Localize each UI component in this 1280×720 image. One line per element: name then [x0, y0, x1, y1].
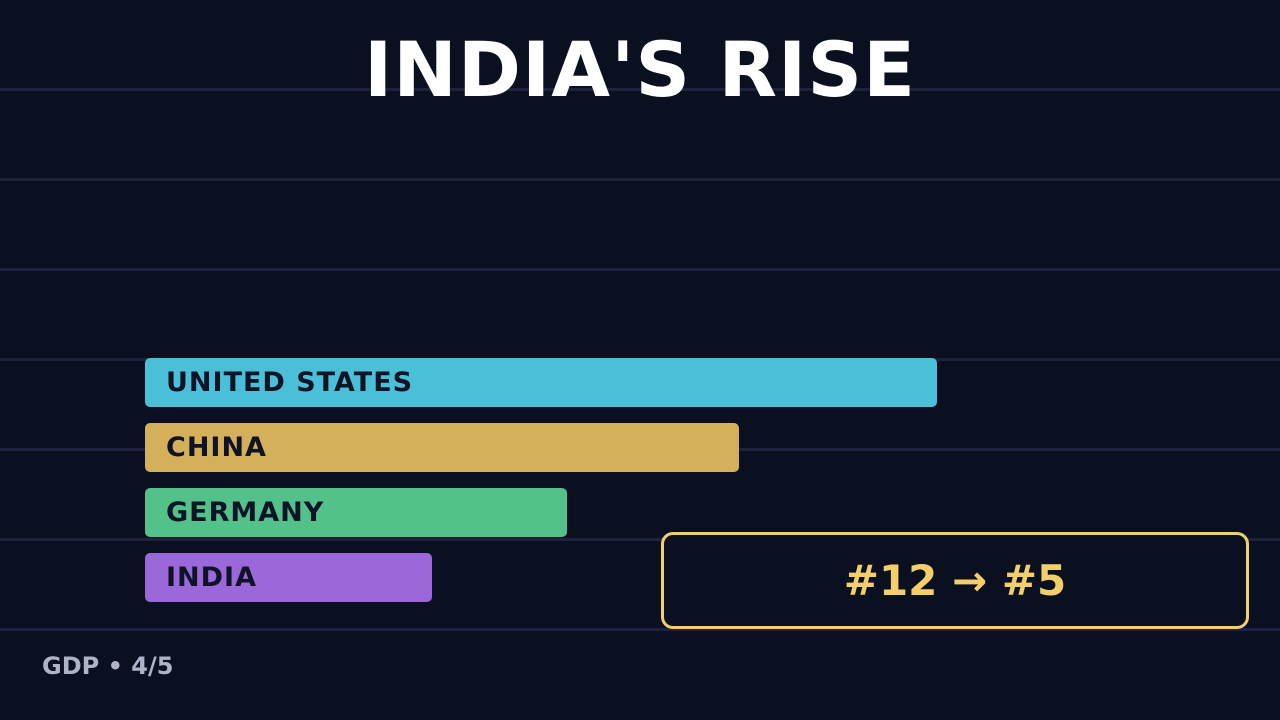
- rank-callout-text: #12 → #5: [843, 556, 1067, 605]
- rank-callout: #12 → #5: [661, 532, 1249, 629]
- slide-footer: GDP • 4/5: [42, 652, 174, 680]
- gridline: [0, 268, 1280, 271]
- bar-label: UNITED STATES: [166, 367, 414, 398]
- bar-label: GERMANY: [166, 497, 325, 528]
- gridline: [0, 88, 1280, 91]
- bar-united-states: UNITED STATES: [145, 358, 937, 407]
- bar-germany: GERMANY: [145, 488, 567, 537]
- bar-label: CHINA: [166, 432, 267, 463]
- bar-label: INDIA: [166, 562, 257, 593]
- gridline: [0, 178, 1280, 181]
- gridline: [0, 538, 1280, 541]
- chart-title: INDIA'S RISE: [364, 25, 916, 114]
- gridline: [0, 628, 1280, 631]
- bar-china: CHINA: [145, 423, 739, 472]
- bar-india: INDIA: [145, 553, 432, 602]
